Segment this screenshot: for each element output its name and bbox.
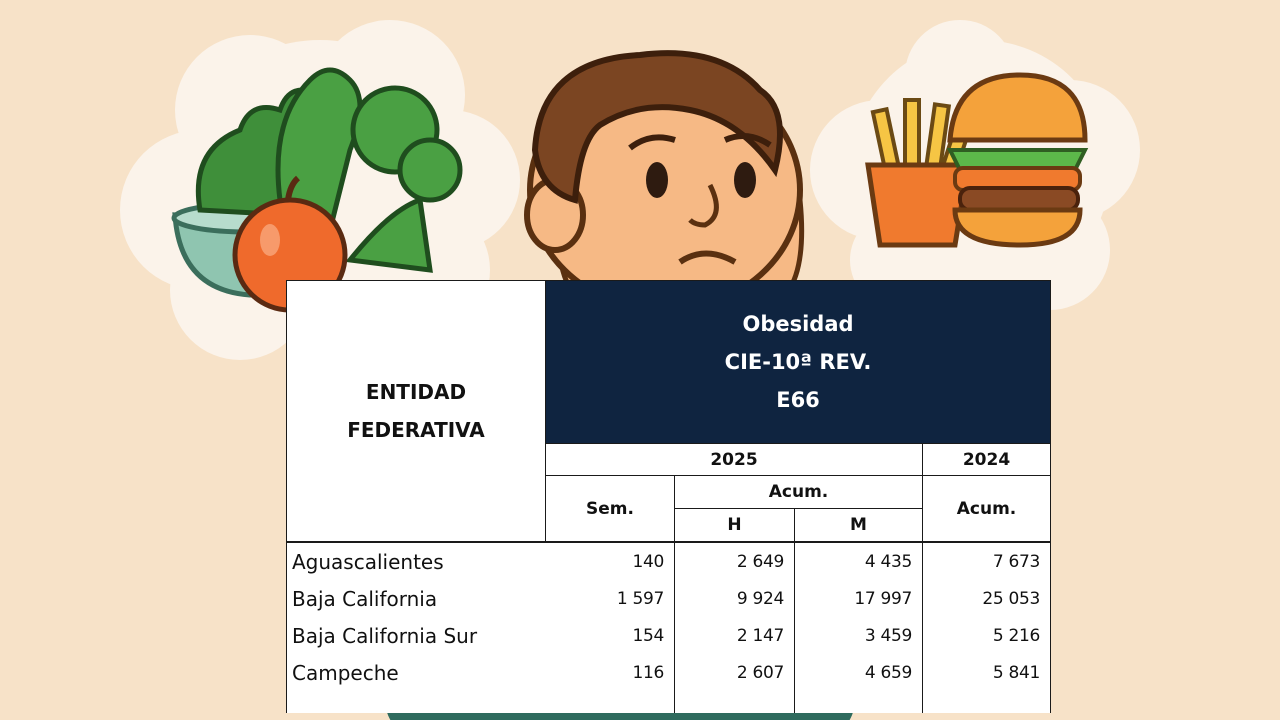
entity-name: Baja California	[286, 580, 546, 617]
acum-2024-value: 5 216	[921, 617, 1052, 654]
table-row: Baja California Sur 154 2 147 3 459 5 21…	[286, 617, 1052, 654]
h-column-header: H	[674, 508, 795, 543]
disease-name: Obesidad	[742, 312, 854, 336]
acum-previous-column-header: Acum.	[921, 475, 1052, 543]
h-value: 9 924	[674, 580, 795, 617]
h-value: 2 607	[674, 654, 795, 691]
m-value	[794, 691, 923, 713]
fries-icon	[865, 98, 976, 248]
acum-2024-value	[921, 691, 1052, 713]
year-current-header: 2025	[545, 443, 923, 476]
burger-icon	[946, 72, 1089, 248]
table-row: Baja California 1 597 9 924 17 997 25 05…	[286, 580, 1052, 617]
sem-value: 140	[545, 542, 675, 580]
sem-value: 1 597	[545, 580, 675, 617]
year-previous-header: 2024	[921, 443, 1052, 476]
sem-value: 154	[545, 617, 675, 654]
m-value: 4 435	[794, 542, 923, 580]
obesity-cases-table: ENTIDAD FEDERATIVA Obesidad CIE-10ª REV.…	[286, 280, 1052, 713]
acum-2024-value: 5 841	[921, 654, 1052, 691]
acum-2024-value: 25 053	[921, 580, 1052, 617]
entity-header-line: FEDERATIVA	[347, 418, 485, 442]
m-value: 4 659	[794, 654, 923, 691]
entity-name: Campeche	[286, 654, 546, 691]
table-row: Aguascalientes 140 2 649 4 435 7 673	[286, 542, 1052, 580]
entity-name: Baja California Sur	[286, 617, 546, 654]
entity-header: ENTIDAD FEDERATIVA	[286, 280, 546, 543]
table-row	[286, 691, 1052, 713]
m-value: 3 459	[794, 617, 923, 654]
sem-value: 116	[545, 654, 675, 691]
disease-header: Obesidad CIE-10ª REV. E66	[544, 280, 1052, 444]
h-value: 2 147	[674, 617, 795, 654]
m-column-header: M	[794, 508, 923, 543]
acum-2024-value: 7 673	[921, 542, 1052, 580]
entity-name	[286, 691, 546, 713]
h-value	[674, 691, 795, 713]
sem-column-header: Sem.	[545, 475, 675, 543]
disease-classification: CIE-10ª REV.	[724, 350, 872, 374]
entity-header-line: ENTIDAD	[365, 380, 467, 404]
h-value: 2 649	[674, 542, 795, 580]
acum-column-header: Acum.	[674, 475, 923, 509]
disease-code: E66	[776, 388, 820, 412]
m-value: 17 997	[794, 580, 923, 617]
sem-value	[545, 691, 675, 713]
table-row: Campeche 116 2 607 4 659 5 841	[286, 654, 1052, 691]
entity-name: Aguascalientes	[286, 542, 546, 580]
